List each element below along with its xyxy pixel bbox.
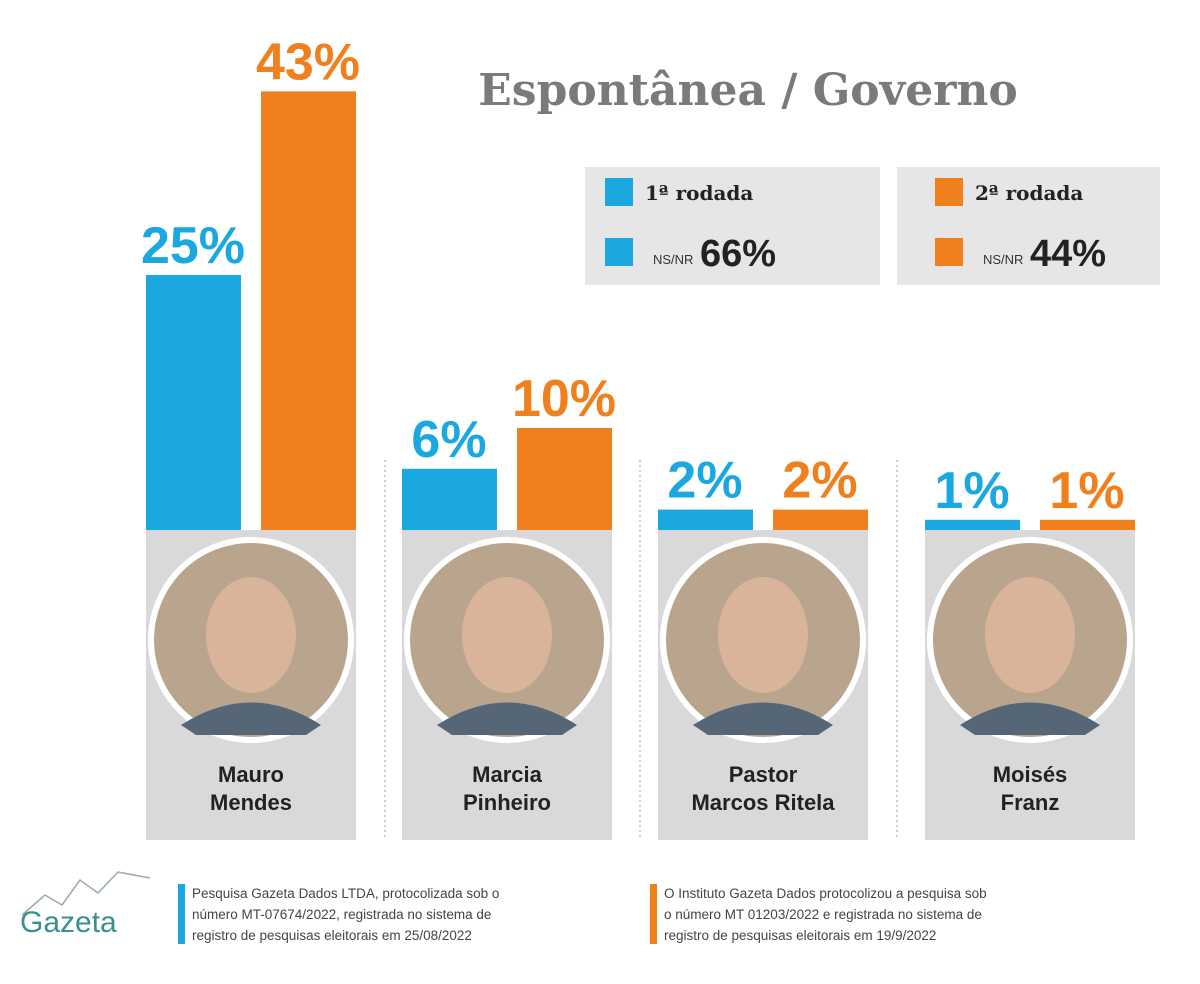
photo-face bbox=[718, 577, 808, 693]
value-label: 6% bbox=[411, 411, 486, 469]
note-bar bbox=[650, 884, 657, 944]
bar bbox=[925, 519, 1020, 530]
bar bbox=[658, 509, 753, 530]
value-label: 1% bbox=[934, 462, 1009, 520]
nsnr-value: 66% bbox=[700, 233, 776, 275]
logo-line bbox=[21, 871, 151, 916]
bar bbox=[517, 428, 612, 530]
photo-face bbox=[462, 577, 552, 693]
nsnr-label: NS/NR bbox=[983, 252, 1023, 267]
logo: Gazeta bbox=[20, 871, 151, 939]
note: Pesquisa Gazeta Dados LTDA, protocolizad… bbox=[192, 886, 499, 943]
value-label: 43% bbox=[256, 33, 360, 91]
photo-body bbox=[437, 702, 577, 735]
note-bar bbox=[178, 884, 185, 944]
value-label: 1% bbox=[1049, 462, 1124, 520]
legend-label: 2ª rodada bbox=[975, 181, 1083, 205]
candidate-name: Pastor Marcos Ritela bbox=[691, 762, 835, 815]
legend-swatch bbox=[935, 178, 963, 206]
bar bbox=[261, 91, 356, 531]
value-label: 2% bbox=[667, 452, 742, 510]
photo-face bbox=[985, 577, 1075, 693]
photo-body bbox=[181, 702, 321, 735]
photo-face bbox=[206, 577, 296, 693]
legend-swatch bbox=[935, 238, 963, 266]
chart-title: Espontânea / Governo bbox=[478, 65, 1017, 116]
bar bbox=[146, 275, 241, 530]
bar bbox=[1040, 519, 1135, 530]
logo-text: Gazeta bbox=[20, 906, 117, 939]
nsnr-label: NS/NR bbox=[653, 252, 693, 267]
value-label: 25% bbox=[141, 217, 245, 275]
legend-label: 1ª rodada bbox=[645, 181, 753, 205]
nsnr-value: 44% bbox=[1030, 233, 1106, 275]
photo-body bbox=[693, 702, 833, 735]
photo-body bbox=[960, 702, 1100, 735]
candidate-name: Marcia Pinheiro bbox=[463, 762, 551, 815]
note: O Instituto Gazeta Dados protocolizou a … bbox=[664, 886, 987, 943]
bar bbox=[773, 509, 868, 530]
legend-swatch bbox=[605, 238, 633, 266]
candidate-name: Moisés Franz bbox=[993, 762, 1068, 815]
bar bbox=[402, 468, 497, 530]
legend-swatch bbox=[605, 178, 633, 206]
candidate-name: Mauro Mendes bbox=[210, 762, 292, 815]
legend-box bbox=[585, 167, 880, 285]
value-label: 2% bbox=[782, 452, 857, 510]
value-label: 10% bbox=[512, 370, 616, 428]
